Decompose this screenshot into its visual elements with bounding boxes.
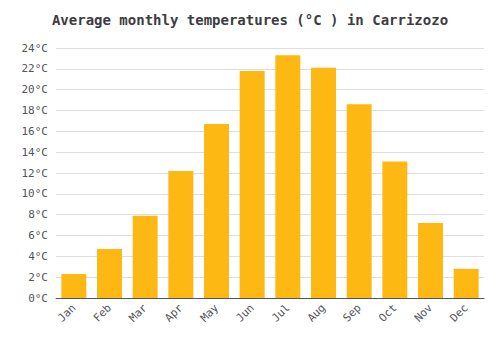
svg-text:Aug: Aug [305, 301, 328, 324]
svg-text:Mar: Mar [127, 301, 150, 324]
svg-text:0°C: 0°C [28, 292, 48, 305]
svg-text:6°C: 6°C [28, 229, 48, 242]
svg-text:16°C: 16°C [22, 125, 49, 138]
svg-text:Jan: Jan [55, 301, 78, 324]
svg-text:10°C: 10°C [22, 187, 49, 200]
svg-text:Jun: Jun [234, 301, 257, 324]
svg-text:Oct: Oct [376, 301, 399, 324]
svg-text:22°C: 22°C [22, 62, 49, 75]
svg-text:Nov: Nov [412, 301, 435, 324]
svg-text:Sep: Sep [341, 301, 364, 324]
svg-text:24°C: 24°C [22, 42, 49, 55]
svg-text:18°C: 18°C [22, 104, 49, 117]
svg-text:4°C: 4°C [28, 250, 48, 263]
svg-text:20°C: 20°C [22, 83, 49, 96]
svg-text:8°C: 8°C [28, 208, 48, 221]
svg-text:Apr: Apr [162, 301, 185, 324]
svg-text:Dec: Dec [448, 301, 471, 324]
svg-text:Feb: Feb [91, 301, 114, 324]
svg-text:Average monthly temperatures (: Average monthly temperatures (°C ) in Ca… [52, 12, 448, 28]
svg-text:12°C: 12°C [22, 167, 49, 180]
svg-text:2°C: 2°C [28, 271, 48, 284]
svg-text:14°C: 14°C [22, 146, 49, 159]
svg-text:May: May [198, 301, 221, 324]
svg-text:Jul: Jul [269, 301, 292, 324]
